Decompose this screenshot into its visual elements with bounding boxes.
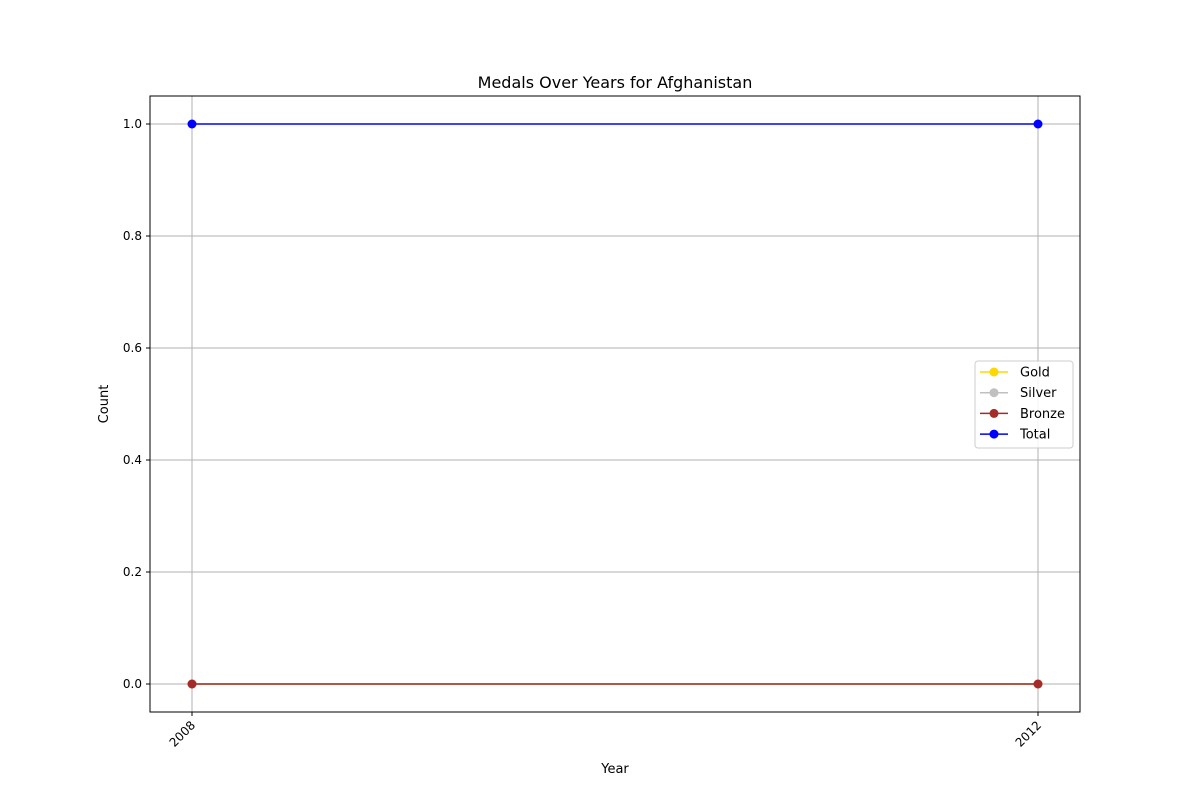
legend-item-total: Total	[980, 428, 1050, 443]
y-tick-label: 0.4	[123, 453, 142, 467]
y-tick-label: 0.0	[123, 677, 142, 691]
y-tick-label: 0.6	[123, 341, 142, 355]
series-bronze	[187, 679, 1043, 689]
series-lines	[187, 119, 1043, 689]
legend-item-bronze: Bronze	[980, 407, 1065, 422]
legend: Gold Silver Bronze Total	[974, 360, 1074, 449]
data-point-total	[187, 119, 197, 129]
y-tick-label: 0.8	[123, 229, 142, 243]
chart-title: Medals Over Years for Afghanistan	[478, 73, 753, 92]
legend-label: Total	[1019, 428, 1050, 443]
y-tick-label: 1.0	[123, 117, 142, 131]
legend-items: Gold Silver Bronze Total	[980, 366, 1065, 443]
y-tick-label: 0.2	[123, 565, 142, 579]
legend-swatch-marker	[989, 388, 999, 398]
plot-frame	[149, 95, 1081, 713]
legend-box	[974, 360, 1074, 449]
legend-swatch-marker	[989, 429, 999, 439]
legend-label: Silver	[1020, 386, 1057, 401]
legend-swatch-marker	[989, 408, 999, 418]
data-point-bronze	[1033, 679, 1043, 689]
y-axis-label: Count	[97, 385, 112, 424]
legend-label: Gold	[1020, 366, 1050, 381]
data-point-bronze	[187, 679, 197, 689]
series-total	[187, 119, 1043, 129]
legend-swatch-marker	[989, 367, 999, 377]
x-axis-label: Year	[600, 762, 629, 777]
legend-item-gold: Gold	[980, 366, 1050, 381]
data-point-total	[1033, 119, 1043, 129]
legend-label: Bronze	[1020, 407, 1065, 422]
legend-item-silver: Silver	[980, 386, 1057, 401]
